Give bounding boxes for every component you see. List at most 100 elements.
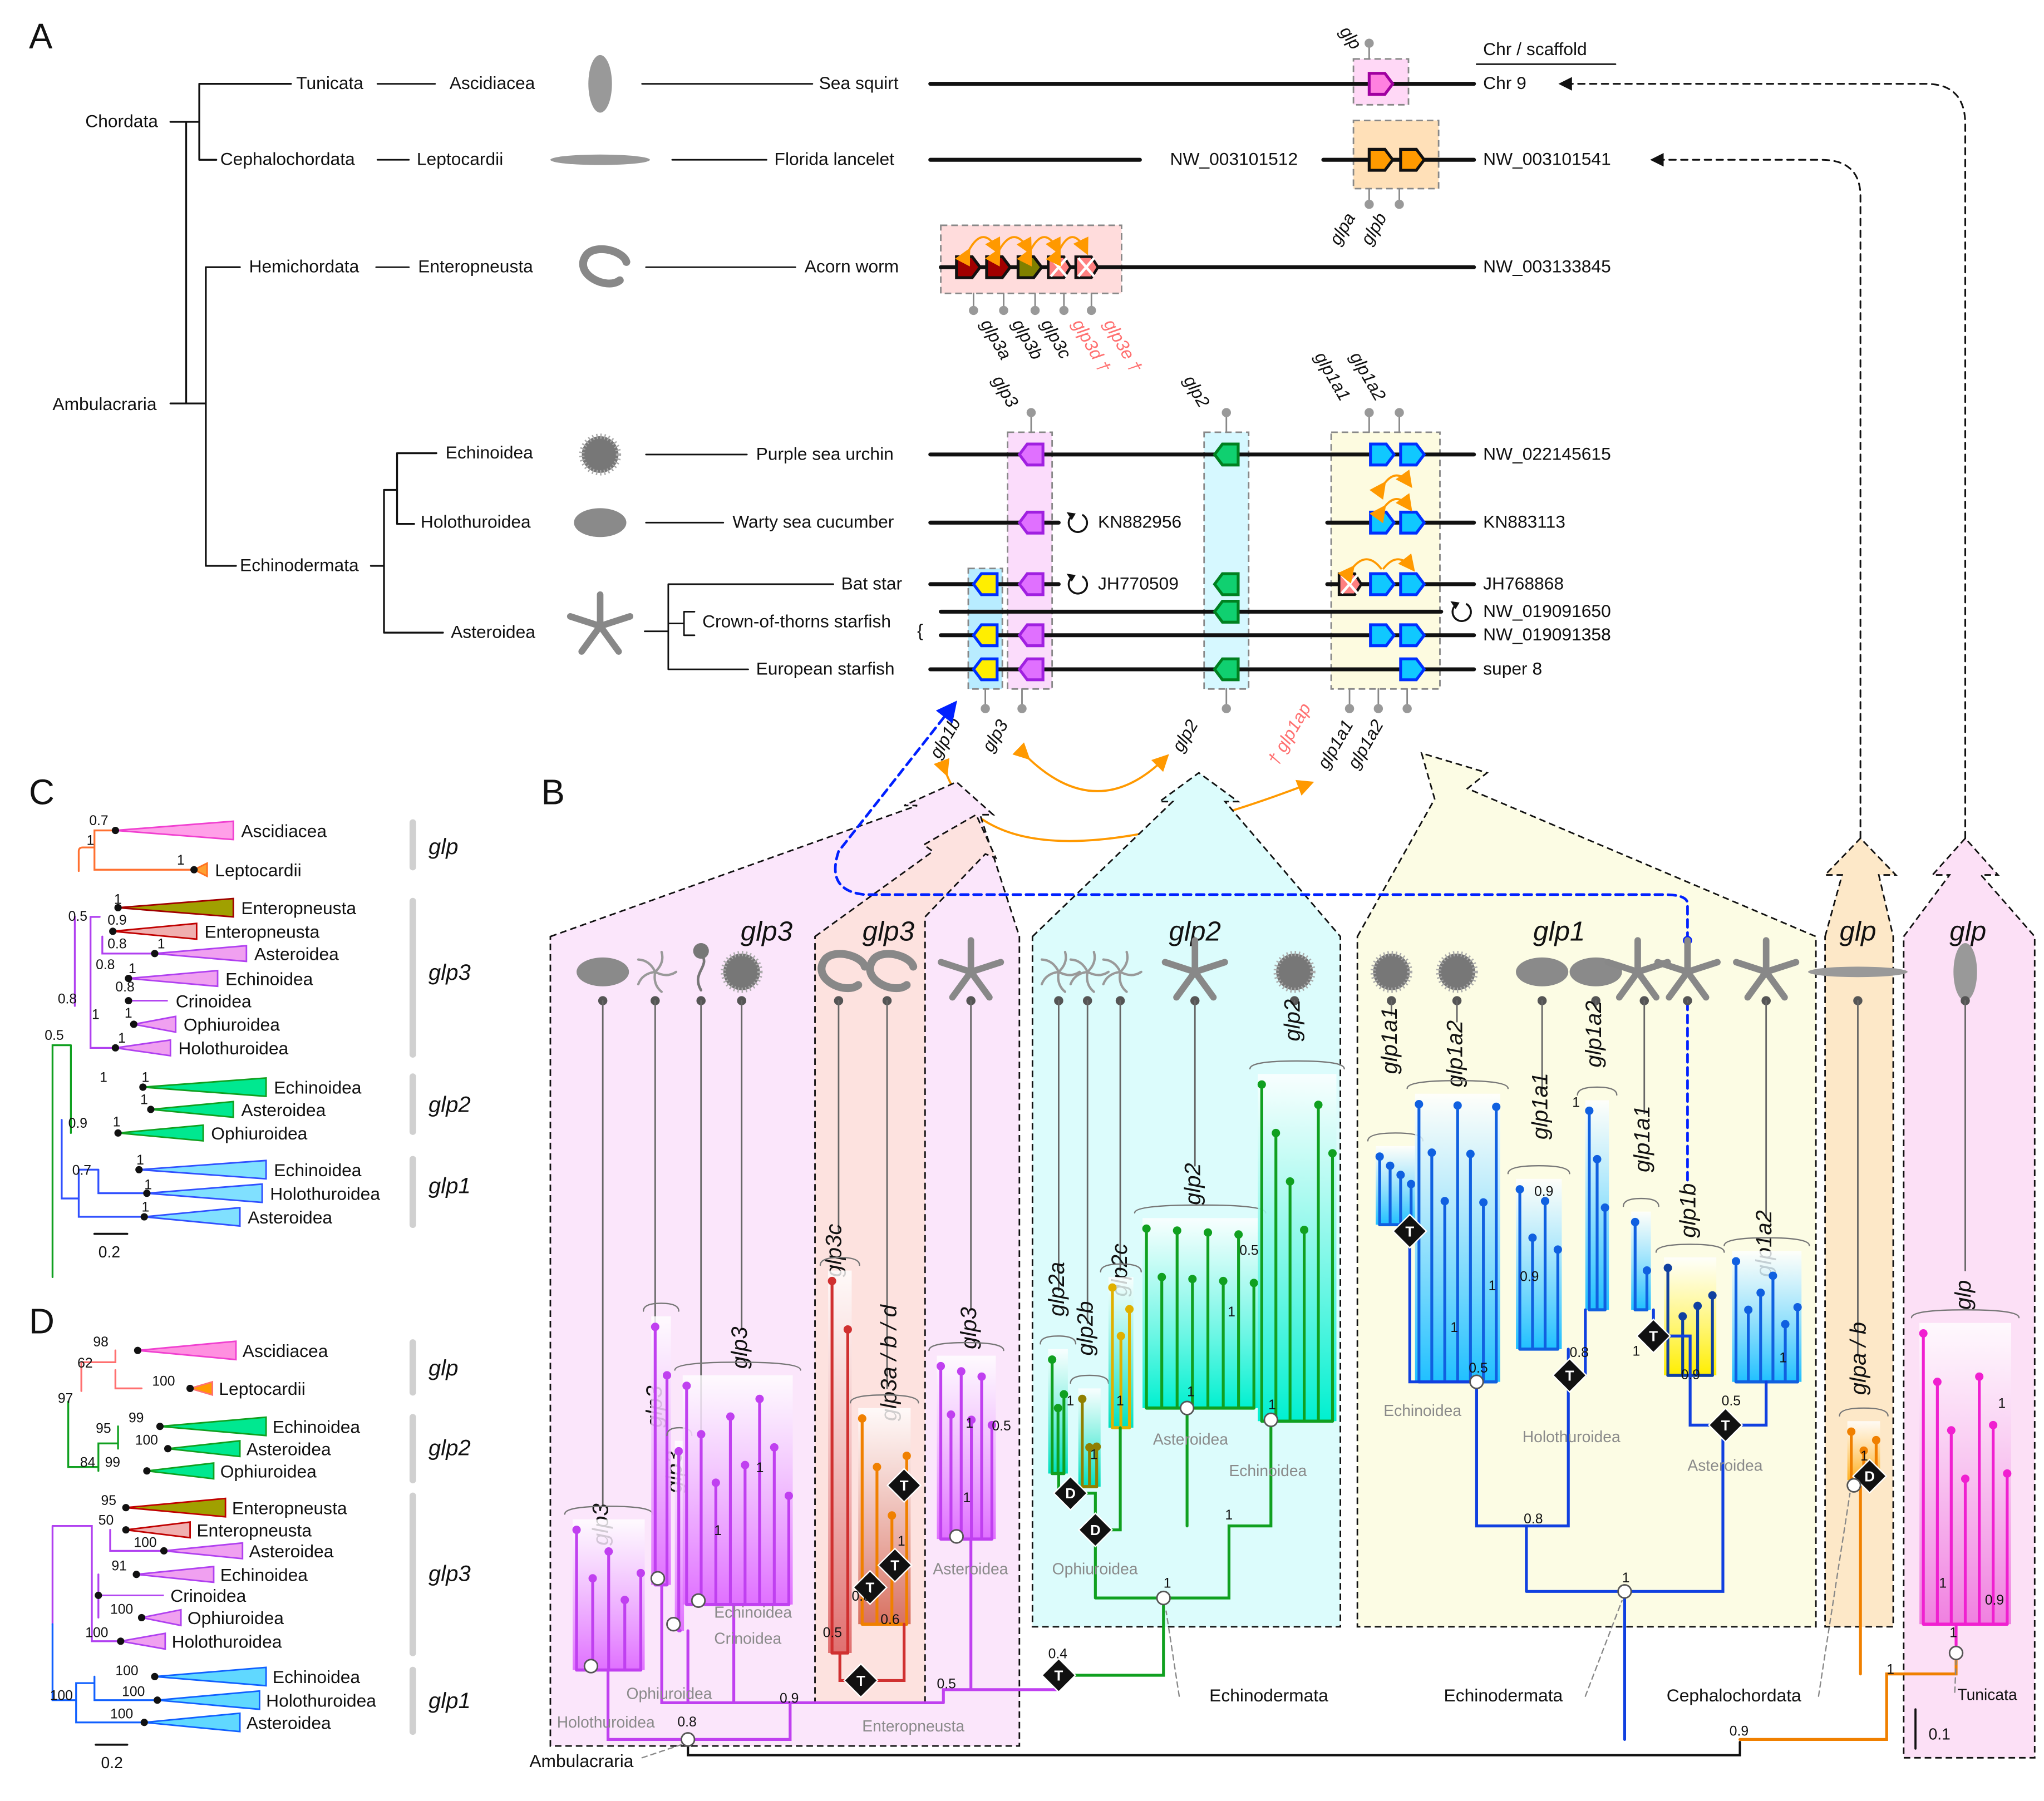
gene-tip-dot	[967, 1415, 976, 1424]
gene-tip-dot	[1744, 1305, 1753, 1314]
gene-pin-dot	[1365, 38, 1374, 48]
translocation-marker-label: T	[1649, 1329, 1658, 1345]
gene-glpb	[1399, 147, 1426, 172]
gene-label-glp3: glp3	[978, 716, 1012, 755]
support-value: 0.9	[1681, 1368, 1700, 1383]
species-warty-sea-cucumber: Warty sea cucumber	[732, 512, 894, 532]
root-label-echinodermata: Echinodermata	[1209, 1685, 1328, 1705]
support-value: 1	[144, 1178, 152, 1193]
collapsed-clade	[154, 1666, 267, 1687]
acorn-worm-icon	[866, 950, 918, 993]
support-value: 0.8	[58, 991, 77, 1006]
subgroup-label: glpa / b	[1846, 1322, 1871, 1395]
gene-tip-dot	[1158, 1272, 1166, 1281]
support-value: 1	[898, 1534, 905, 1549]
species-tree-branches	[169, 83, 444, 634]
subgroup-label: glp2	[1280, 999, 1305, 1042]
brittle-star-icon	[1069, 950, 1110, 993]
gene-tip-dot	[588, 1574, 597, 1583]
gene-tip-dot	[957, 1367, 966, 1376]
clade-label: Asteroidea	[933, 1560, 1008, 1578]
gene-tip-dot	[1085, 1443, 1094, 1452]
gene-pin-dot	[1017, 704, 1027, 713]
gene-tip-dot	[1847, 1427, 1856, 1436]
support-node	[132, 1571, 140, 1578]
panel-label-c: C	[29, 772, 55, 812]
clade-shading	[682, 1375, 793, 1605]
tree-d-glp1-branch	[51, 1623, 159, 1724]
support-value: 1	[141, 1070, 149, 1085]
collapsed-clade	[154, 945, 248, 963]
gene-tip-dot	[711, 1478, 720, 1487]
subgroup-label: glp1a1	[1528, 1073, 1553, 1139]
clade-label: Crinoidea	[170, 1586, 246, 1606]
gene-glp1b	[972, 657, 999, 682]
gene-tip-dot	[697, 1430, 706, 1439]
support-value: 0.4	[1048, 1646, 1068, 1661]
support-value: 1	[1949, 1626, 1957, 1641]
collapsed-clade	[115, 820, 234, 841]
support-node	[95, 1591, 102, 1599]
support-value: 1	[963, 1491, 971, 1506]
support-node	[143, 1467, 151, 1475]
tree-d-glp-branch	[80, 1349, 143, 1392]
clade-label: Echinoidea	[225, 969, 313, 989]
support-node	[114, 904, 122, 912]
scale-bar-label: 0.1	[1929, 1725, 1951, 1743]
clade-label: Echinoidea	[1383, 1402, 1461, 1419]
gene-tip-dot	[755, 1394, 764, 1403]
support-value: 91	[111, 1559, 126, 1574]
sea-cucumber-icon	[1516, 957, 1569, 986]
support-value: 95	[101, 1493, 116, 1508]
brace-icon: {	[917, 620, 923, 640]
taxon-enteropneusta: Enteropneusta	[418, 256, 533, 277]
gene-tip-dot	[1314, 1101, 1323, 1109]
subgroup-label: glp2b	[1073, 1301, 1098, 1356]
support-value: 84	[80, 1455, 96, 1471]
link-arrow-lancelet	[1650, 152, 1861, 840]
gene-tip-dot	[1642, 1266, 1651, 1275]
species-acorn-worm: Acorn worm	[805, 256, 899, 277]
gene-tip-dot	[1272, 1128, 1280, 1137]
gene-pin-dot	[1344, 704, 1355, 713]
clade-label: Ophiuroidea	[188, 1608, 284, 1628]
species-sea-squirt: Sea squirt	[819, 73, 899, 93]
clade-label: Asteroidea	[1153, 1430, 1228, 1448]
scaffold-nw-003133845: NW_003133845	[1483, 256, 1611, 277]
clade-shading	[1258, 1074, 1337, 1422]
tree-c-glp-branch	[77, 829, 195, 872]
support-value: 1	[92, 1008, 100, 1023]
ancestral-node	[1846, 1478, 1861, 1493]
species-connector-lines	[641, 83, 834, 670]
gene-label-glpa: glpa	[1325, 209, 1359, 248]
gene-tip-dot	[1285, 1177, 1294, 1186]
collapsed-clade	[136, 1566, 215, 1583]
gene-tip-dot	[572, 1526, 581, 1534]
support-value: 0.5	[1469, 1361, 1488, 1376]
tree-c-glp3-branch	[73, 916, 156, 1049]
clade-bracket	[1040, 1335, 1077, 1345]
gene-pin-dot	[1222, 408, 1231, 417]
subgroup-label: glp2a	[1045, 1262, 1069, 1316]
collapsed-clade	[118, 897, 234, 918]
inverted-scaffold-icon	[1067, 575, 1089, 595]
support-value: 1	[129, 961, 136, 976]
gene-tip-dot	[1540, 1197, 1550, 1206]
gene-tip-dot	[1663, 1264, 1672, 1272]
scaffold-nw-003101512: NW_003101512	[1170, 149, 1298, 169]
collapsed-clade	[144, 1712, 241, 1733]
clade-label: Asteroidea	[247, 1713, 331, 1733]
glp2-backbone	[1057, 1407, 1273, 1677]
clade-shading	[1732, 1251, 1802, 1382]
support-node	[186, 1384, 194, 1393]
support-value: 1	[125, 1006, 132, 1021]
gene-tip-dot	[1053, 1404, 1062, 1413]
gene-tip-dot	[1947, 1426, 1956, 1435]
gene-tip-dot	[636, 1568, 645, 1577]
paralog-relation-arrow	[933, 758, 1314, 842]
scaffold-header: Chr / scaffold	[1483, 39, 1587, 59]
taxon-echinodermata: Echinodermata	[240, 555, 359, 575]
panel-label-a: A	[29, 17, 53, 56]
synteny-box-glp1	[1330, 431, 1441, 690]
